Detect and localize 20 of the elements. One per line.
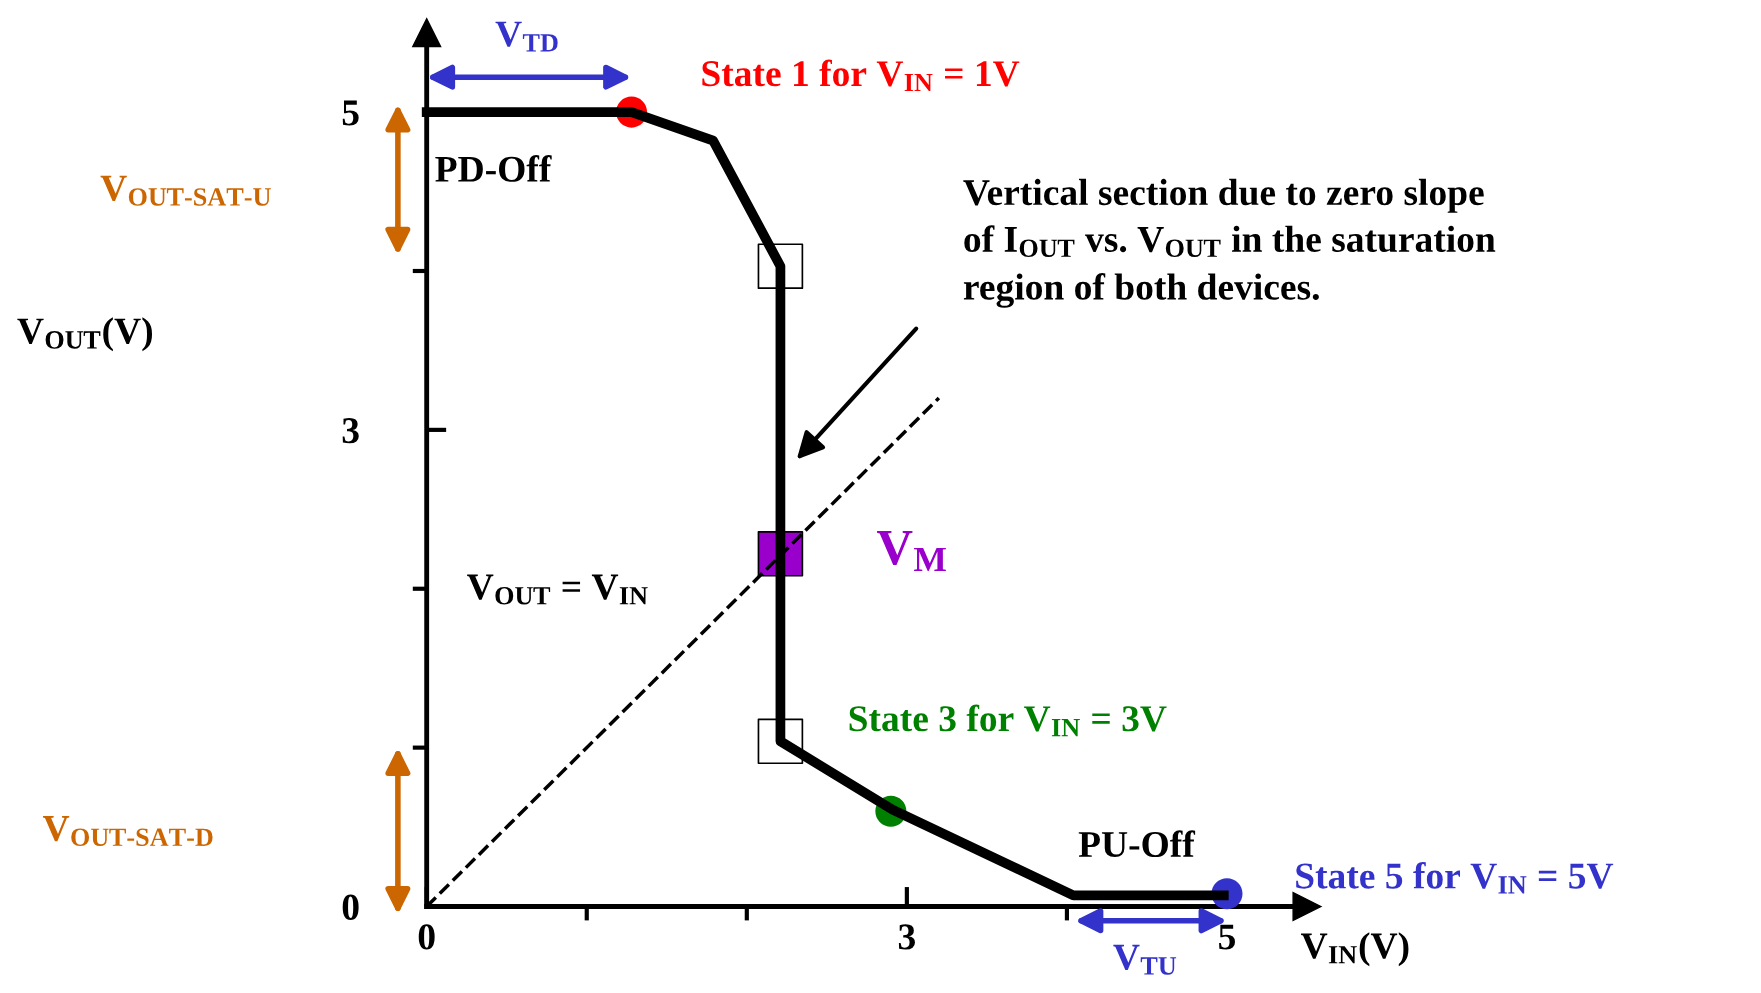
- annotation: V$_{M}$: [877, 530, 946, 572]
- annotation: State 3 for V$_{IN}$ = 3V: [849, 704, 1167, 737]
- annotation: V$_{TD}$: [495, 21, 558, 52]
- y-tick-label: 0: [342, 894, 359, 920]
- y-tick-label: 5: [342, 100, 359, 126]
- annotation: PD-Off: [435, 155, 552, 182]
- text: V$_{OUT}$(V): [17, 317, 153, 352]
- y-tick-label: 3: [342, 418, 359, 444]
- annotation: PU-Off: [1078, 830, 1196, 858]
- x-tick-label: 5: [1219, 924, 1235, 950]
- annotation: State 1 for V$_{IN}$ = 1V: [702, 59, 1020, 92]
- annotation: Vertical section due to zero slope of I$_{OUT}$ vs. V$_{OUT}$ in the saturation region of both devices.: [963, 178, 1496, 308]
- annotation: State 5 for V$_{IN}$ = 5V: [1296, 861, 1614, 894]
- text: V$_{OUT-SAT-U}$: [100, 175, 271, 206]
- text: V$_{OUT-SAT-D}$: [42, 816, 213, 847]
- x-tick-label: 3: [898, 924, 915, 950]
- x-axis-title: V$_{IN}$(V): [1301, 932, 1409, 967]
- annotation: V$_{OUT}$ = V$_{IN}$: [467, 574, 648, 605]
- text: V$_{TU}$: [1113, 944, 1177, 975]
- x-tick-label: 0: [418, 924, 435, 950]
